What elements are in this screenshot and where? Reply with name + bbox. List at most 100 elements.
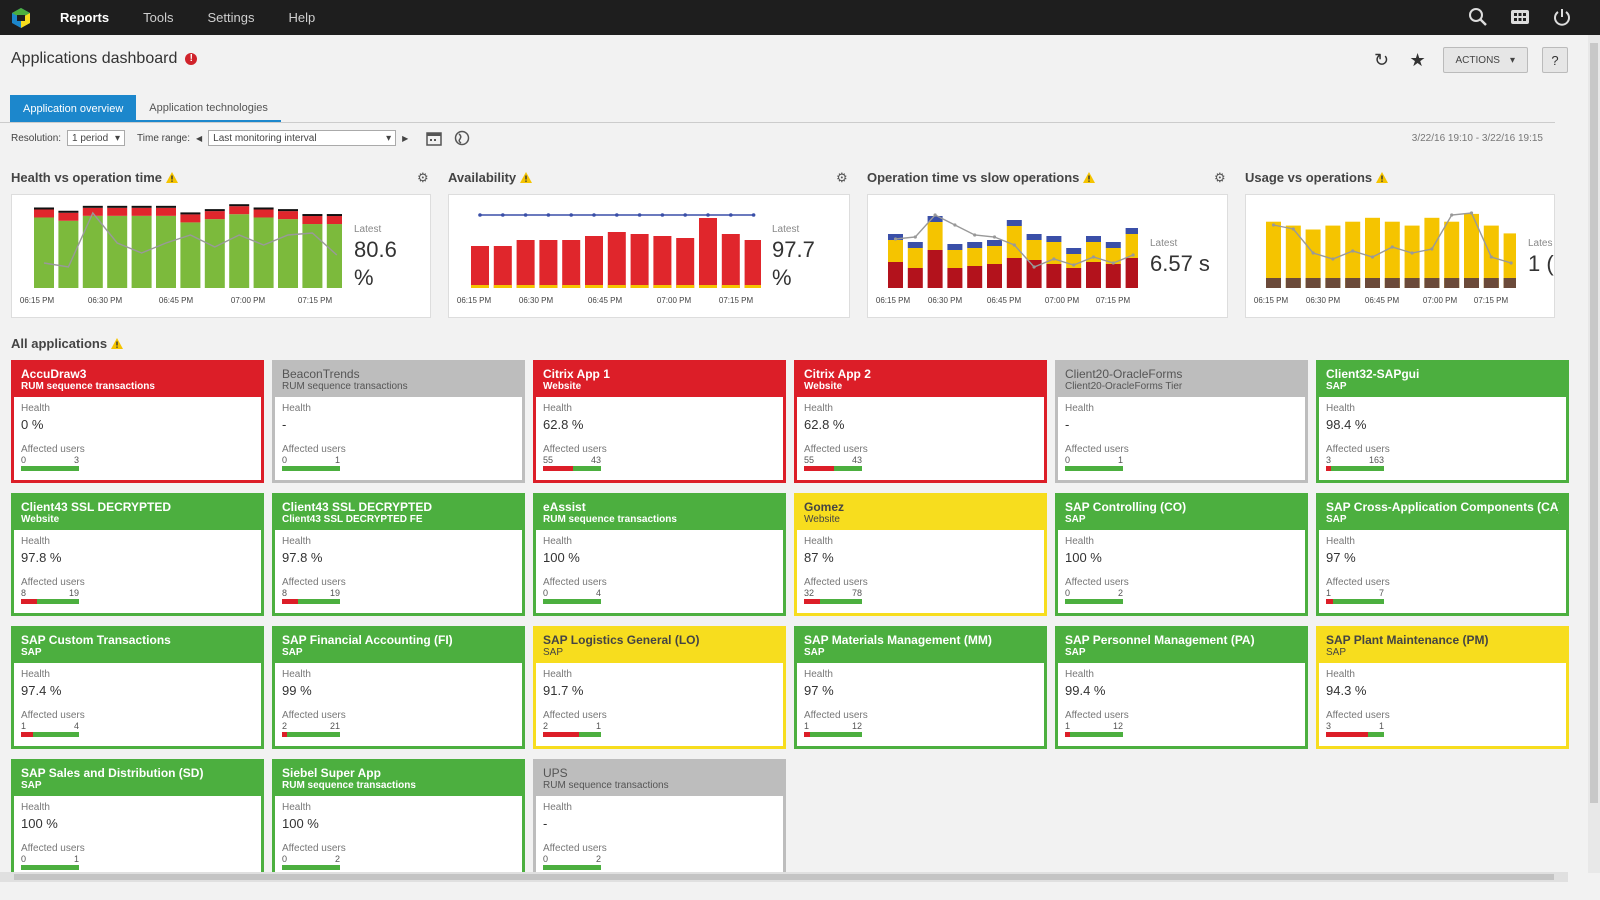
- operations-bar: [888, 240, 903, 262]
- star-icon[interactable]: ★: [1409, 49, 1426, 70]
- dashboard-grid-icon[interactable]: [1510, 7, 1530, 27]
- nav-help[interactable]: Help: [288, 10, 316, 25]
- resolution-select[interactable]: 1 period ▾: [67, 130, 126, 146]
- tile-header: Client43 SSL DECRYPTED Website: [14, 496, 261, 530]
- application-tile[interactable]: Citrix App 2 Website Health 62.8 % Affected …: [794, 360, 1047, 483]
- gear-icon[interactable]: ⚙: [417, 170, 429, 185]
- tab-divider: [0, 122, 1555, 123]
- application-tile[interactable]: eAssist RUM sequence transactions Health 10…: [533, 493, 786, 616]
- usage-bar: [1365, 217, 1380, 288]
- prev-arrow-icon[interactable]: ◀: [196, 133, 203, 143]
- unavailable-segment: [744, 285, 763, 288]
- affected-users-bar: [21, 466, 79, 471]
- globe-icon[interactable]: [454, 130, 470, 146]
- application-tile[interactable]: AccuDraw3 RUM sequence transactions Health…: [11, 360, 264, 483]
- tile-body: Health 87 % Affected users 32 78: [797, 530, 1044, 610]
- vertical-scrollbar[interactable]: [1588, 35, 1600, 873]
- x-tick-label: 07:15 PM: [719, 296, 754, 305]
- time-range-text: 3/22/16 19:10 - 3/22/16 19:15: [1411, 133, 1543, 144]
- application-tile[interactable]: SAP Logistics General (LO) SAP Health 91.7 …: [533, 626, 786, 749]
- gear-icon[interactable]: ⚙: [836, 170, 848, 185]
- total-users-count: 7: [1378, 588, 1384, 598]
- tab-application-overview[interactable]: Application overview: [10, 95, 137, 122]
- availability-point: [706, 213, 710, 217]
- tile-app-type: SAP: [804, 647, 825, 658]
- application-tile[interactable]: SAP Materials Management (MM) SAP Health 97…: [794, 626, 1047, 749]
- nav-reports[interactable]: Reports: [60, 10, 110, 25]
- x-tick-label: 06:15 PM: [457, 296, 492, 305]
- search-icon[interactable]: [1468, 7, 1488, 27]
- app-logo-icon[interactable]: [10, 7, 32, 29]
- horizontal-scrollbar[interactable]: [0, 872, 1568, 882]
- tile-app-name: SAP Financial Accounting (FI): [282, 633, 453, 647]
- slow-operations-bar: [1086, 262, 1101, 288]
- availability-bar: [585, 236, 603, 288]
- caret-down-icon: ▾: [1509, 54, 1515, 66]
- application-tile[interactable]: BeaconTrends RUM sequence transactions Hea…: [272, 360, 525, 483]
- application-tile[interactable]: Citrix App 1 Website Health 62.8 % Affected …: [533, 360, 786, 483]
- affected-users-bar: [804, 599, 862, 604]
- affected-users-count: 0: [543, 854, 549, 864]
- application-tile[interactable]: SAP Plant Maintenance (PM) SAP Health 94.3 …: [1316, 626, 1569, 749]
- availability-point: [729, 213, 733, 217]
- unavailable-segment: [516, 285, 535, 288]
- usage-base-segment: [1483, 278, 1499, 288]
- warning-icon: [111, 338, 124, 349]
- x-tick-label: 06:15 PM: [1254, 296, 1289, 305]
- tile-app-type: SAP: [1326, 381, 1347, 392]
- tile-body: Health - Affected users 0 1: [1058, 397, 1305, 477]
- unhealthy-segment: [58, 212, 79, 221]
- actions-button[interactable]: ACTIONS ▾: [1442, 47, 1528, 73]
- operations-bar: [947, 250, 963, 268]
- affected-users-count: 55: [543, 455, 554, 465]
- application-tile[interactable]: SAP Controlling (CO) SAP Health 100 % Affect…: [1055, 493, 1308, 616]
- tile-app-name: Client20-OracleForms: [1065, 367, 1183, 381]
- help-button[interactable]: ?: [1542, 47, 1568, 73]
- application-tile[interactable]: Client43 SSL DECRYPTED Website Health 97.8 …: [11, 493, 264, 616]
- health-bar: [229, 214, 250, 288]
- application-tile[interactable]: Client43 SSL DECRYPTED Client43 SSL DECRY…: [272, 493, 525, 616]
- application-tile[interactable]: SAP Sales and Distribution (SD) SAP Health…: [11, 759, 264, 889]
- bar-cap: [229, 204, 250, 207]
- total-users-count: 2: [595, 854, 601, 864]
- slow-operations-bar: [1046, 264, 1062, 288]
- very-slow-segment: [927, 216, 943, 222]
- health-value: 99 %: [282, 683, 312, 698]
- nav-settings[interactable]: Settings: [207, 10, 255, 25]
- affected-users-count: 8: [282, 588, 288, 598]
- affected-users-label: Affected users: [804, 710, 868, 721]
- latest-value: 1 (: [1528, 251, 1554, 276]
- time-range-select[interactable]: Last monitoring interval ▾: [208, 130, 397, 146]
- tile-body: Health - Affected users 0 2: [536, 796, 783, 876]
- calendar-icon[interactable]: [426, 130, 443, 146]
- nav-tools[interactable]: Tools: [143, 10, 174, 25]
- operation-time-point: [1091, 255, 1096, 259]
- gear-icon[interactable]: ⚙: [1214, 170, 1226, 185]
- application-tile[interactable]: UPS RUM sequence transactions Health - Affec…: [533, 759, 786, 889]
- application-tile[interactable]: SAP Cross-Application Components (CA) SAP…: [1316, 493, 1569, 616]
- health-value: 62.8 %: [543, 417, 584, 432]
- application-tile[interactable]: SAP Financial Accounting (FI) SAP Health 99…: [272, 626, 525, 749]
- application-tile[interactable]: Siebel Super App RUM sequence transaction…: [272, 759, 525, 889]
- power-icon[interactable]: [1552, 7, 1572, 27]
- next-arrow-icon[interactable]: ▶: [402, 133, 409, 143]
- affected-users-counts: 2 21: [282, 722, 340, 731]
- availability-point: [478, 213, 482, 217]
- horizontal-scroll-thumb[interactable]: [14, 874, 1554, 880]
- application-tile[interactable]: Client32-SAPgui SAP Health 98.4 % Affected u…: [1316, 360, 1569, 483]
- usage-bar: [1503, 233, 1519, 288]
- tab-application-technologies[interactable]: Application technologies: [136, 95, 281, 122]
- vertical-scroll-thumb[interactable]: [1590, 43, 1598, 803]
- application-tile[interactable]: Client20-OracleForms Client20-OracleForms…: [1055, 360, 1308, 483]
- tile-app-name: SAP Logistics General (LO): [543, 633, 700, 647]
- application-tile[interactable]: SAP Custom Transactions SAP Health 97.4 % Af…: [11, 626, 264, 749]
- application-tile[interactable]: SAP Personnel Management (PA) SAP Health 99…: [1055, 626, 1308, 749]
- operations-point: [1450, 213, 1454, 217]
- operations-bar: [927, 222, 943, 250]
- unhealthy-segment: [326, 216, 347, 225]
- usage-base-segment: [1266, 278, 1281, 288]
- application-tile[interactable]: Gomez Website Health 87 % Affected users 32 78: [794, 493, 1047, 616]
- refresh-icon[interactable]: ↻: [1373, 49, 1390, 70]
